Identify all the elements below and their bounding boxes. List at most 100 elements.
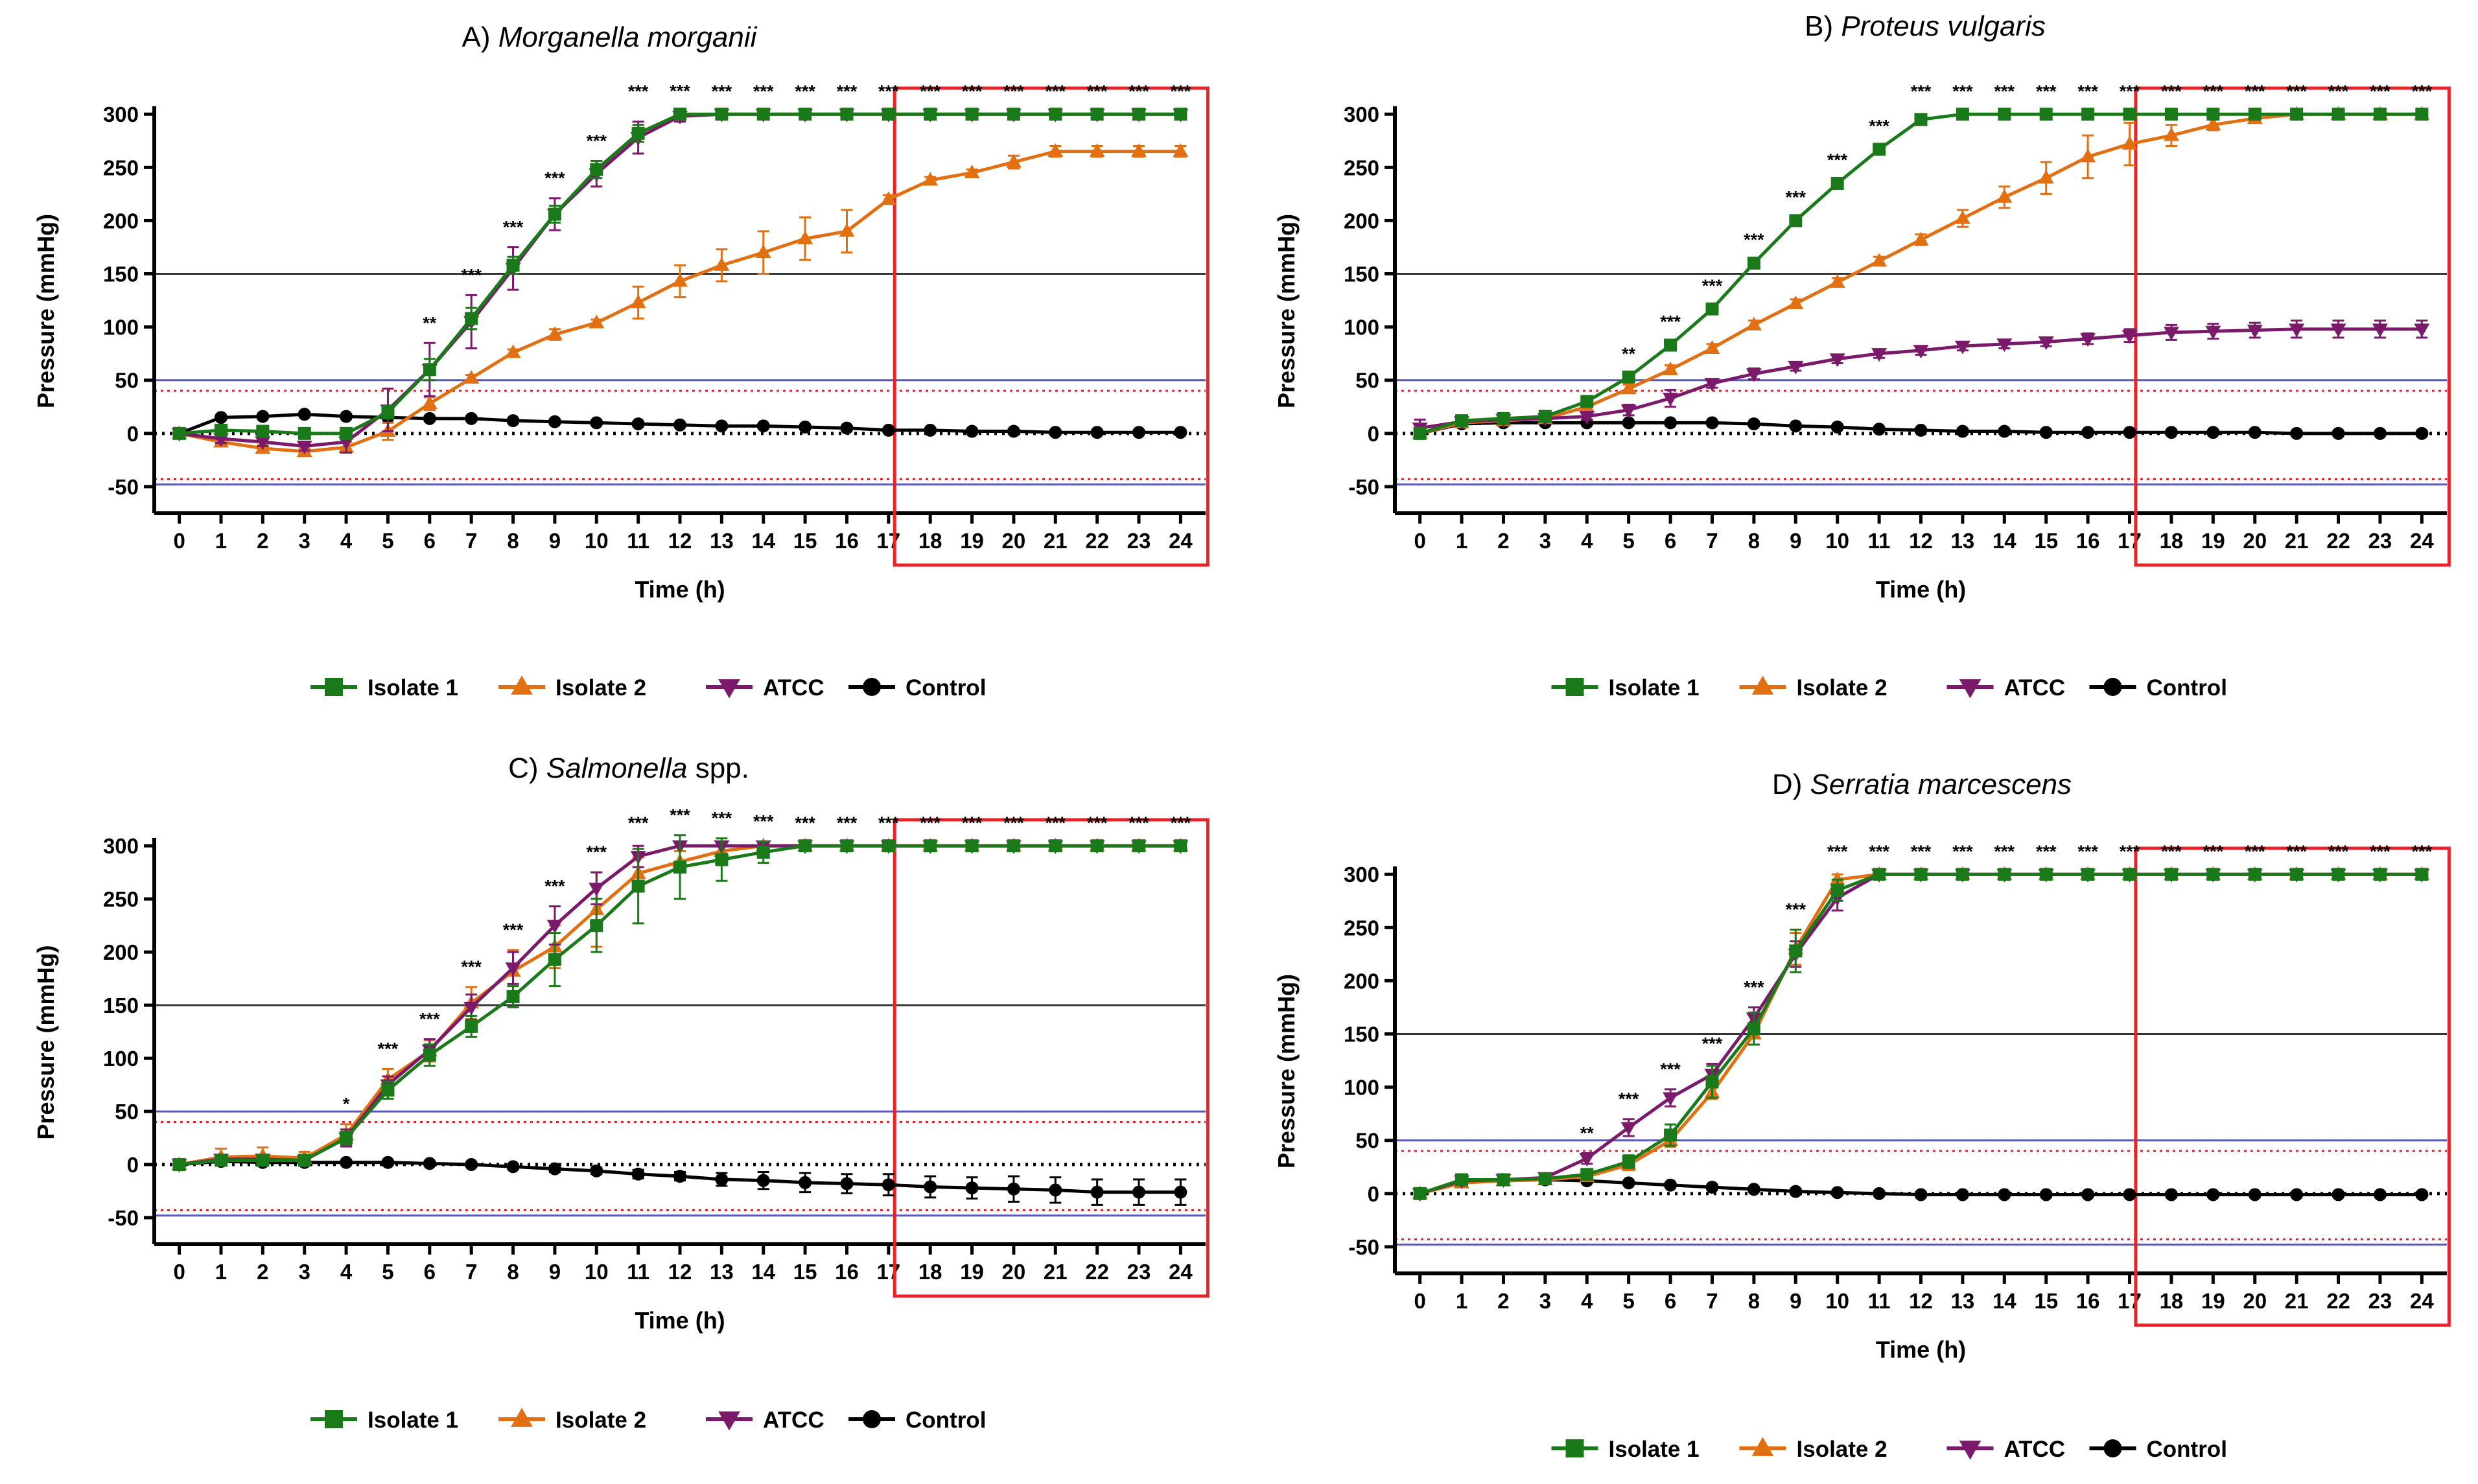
panel-d-significance-mark: *** <box>2245 842 2265 861</box>
data-point <box>214 411 228 424</box>
legend-label: Isolate 1 <box>368 675 458 701</box>
data-point <box>1954 210 1970 224</box>
legend-marker <box>2103 1439 2122 1457</box>
legend-marker <box>1959 679 1981 699</box>
panel-d-significance-mark: *** <box>2412 842 2433 861</box>
data-point <box>1830 1186 1844 1200</box>
panel-a-significance-mark: *** <box>795 82 815 101</box>
panel-d-x-tick-label: 13 <box>1951 1289 1975 1313</box>
panel-a-significance-mark: *** <box>628 82 649 101</box>
panel-b-significance-mark: *** <box>1744 230 1764 249</box>
data-point <box>1746 368 1762 382</box>
data-point <box>631 1167 645 1181</box>
panel-d-x-tick-label: 6 <box>1665 1289 1676 1313</box>
data-point <box>882 423 895 437</box>
panel-a-title: A) Morganella morganii <box>462 21 758 53</box>
panel-d-series-isolate-2 <box>1412 866 2430 1200</box>
panel-c-x-tick-label: 17 <box>876 1260 900 1284</box>
data-point <box>2123 1188 2136 1201</box>
data-point <box>548 207 561 221</box>
panel-d-significance-mark: *** <box>1660 1060 1681 1079</box>
legend-label: Isolate 1 <box>1609 1437 1700 1462</box>
data-point <box>505 344 521 358</box>
panel-a-x-tick-label: 0 <box>173 529 185 553</box>
panel-a-x-tick-label: 15 <box>793 529 817 553</box>
panel-d-x-tick-label: 23 <box>2368 1289 2392 1313</box>
legend-marker <box>1751 1437 1774 1456</box>
panel-c-significance-mark: *** <box>419 1010 440 1029</box>
panel-d-title-species: Serratia marcescens <box>1810 769 2072 800</box>
data-point <box>924 1180 937 1194</box>
panel-d-y-tick-label: 100 <box>1344 1076 1379 1100</box>
data-point <box>1413 1187 1427 1200</box>
data-point <box>924 423 937 437</box>
panel-d-y-tick-label: -50 <box>1348 1235 1379 1259</box>
panel-c-x-tick-label: 5 <box>382 1260 393 1284</box>
data-point <box>1873 423 1886 436</box>
legend-label: Isolate 2 <box>1797 1437 1888 1462</box>
panel-a-significance-mark: *** <box>1046 82 1066 101</box>
data-point <box>214 1154 228 1167</box>
legend-marker <box>1565 1439 1584 1457</box>
data-point <box>381 1155 395 1169</box>
data-point <box>756 108 770 121</box>
legend-label: ATCC <box>763 675 824 701</box>
panel-d-significance-mark: *** <box>2203 842 2224 861</box>
data-point <box>2081 1188 2095 1201</box>
data-point <box>756 1174 770 1187</box>
panel-a-significance-mark: ** <box>423 313 437 332</box>
panel-d-significance-mark: *** <box>2036 842 2057 861</box>
legend-label: Control <box>2147 675 2227 701</box>
data-point <box>1664 416 1677 430</box>
data-point <box>548 1162 561 1176</box>
data-point <box>256 1154 270 1167</box>
panel-b-significance-mark: *** <box>1660 312 1681 332</box>
data-point <box>2164 868 2178 881</box>
data-point <box>1998 868 2011 881</box>
data-point <box>2080 333 2096 347</box>
data-point <box>799 108 812 121</box>
data-point <box>1132 108 1146 121</box>
panel-b-x-tick-label: 2 <box>1497 529 1509 553</box>
data-point <box>1705 416 1719 430</box>
data-point <box>1007 424 1020 438</box>
panel-a-x-tick-label: 4 <box>340 529 353 553</box>
data-point <box>1789 214 1803 227</box>
data-point <box>1174 426 1187 439</box>
panel-c-significance-mark: *** <box>628 813 649 833</box>
data-point <box>2373 1188 2387 1201</box>
data-point <box>298 426 311 440</box>
panel-a-x-tick-label: 10 <box>585 529 609 553</box>
data-point <box>839 223 855 237</box>
panel-b-legend: Isolate 1 Isolate 2 ATCC Control <box>1551 675 2227 701</box>
panel-d-x-tick-label: 7 <box>1706 1289 1718 1313</box>
data-point <box>1871 348 1888 362</box>
data-point <box>882 108 895 121</box>
panel-a-x-tick-label: 19 <box>960 529 984 553</box>
panel-d-significance-mark: *** <box>1869 842 1889 861</box>
legend-marker <box>863 678 881 696</box>
data-point <box>1705 1180 1719 1194</box>
data-point <box>2372 323 2388 338</box>
data-point <box>1956 1188 1969 1201</box>
data-point <box>1089 143 1105 157</box>
panel-b-significance-mark: *** <box>2077 82 2098 101</box>
panel-b-x-tick-label: 1 <box>1456 529 1467 553</box>
data-point <box>214 423 228 437</box>
panel-c-legend: Isolate 1 Isolate 2 ATCC Control <box>310 1408 986 1433</box>
panel-a-y-tick-label: 300 <box>103 102 139 126</box>
data-point <box>799 420 812 434</box>
panel-c-significance-mark: *** <box>1171 813 1191 833</box>
panel-d-x-tick-label: 9 <box>1790 1289 1801 1313</box>
data-point <box>1830 176 1844 190</box>
data-point <box>2415 868 2429 881</box>
panel-c: C) Salmonella spp. -50 0 50 100 150 200 250 300 0… <box>32 752 1210 1433</box>
panel-b-significance-mark: *** <box>2328 82 2349 101</box>
data-point <box>1620 1122 1637 1136</box>
data-point <box>1664 338 1677 352</box>
panel-b-x-tick-label: 19 <box>2201 529 2225 553</box>
panel-b-y-tick-label: 0 <box>1368 422 1379 446</box>
data-point <box>755 244 771 259</box>
legend-marker <box>718 1411 740 1431</box>
